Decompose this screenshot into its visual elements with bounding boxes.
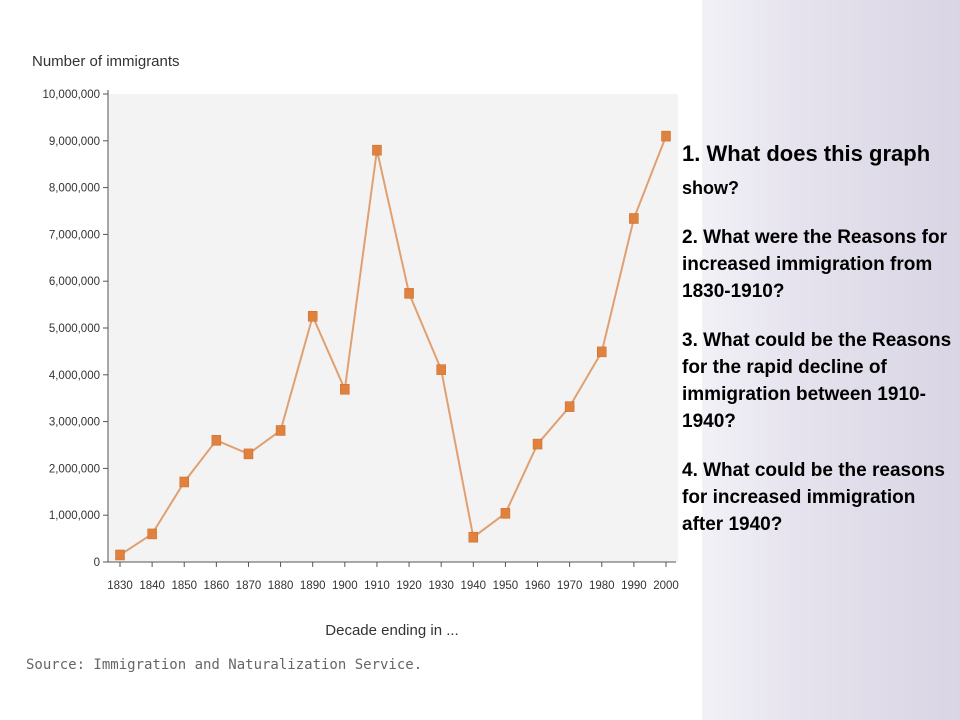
y-tick-label: 0 [94,557,100,569]
data-point [661,130,671,142]
y-tick-label: 10,000,000 [42,89,100,101]
data-point [372,144,382,156]
x-tick-label: 1940 [460,580,486,592]
x-axis-ticks: 1830 1840 1850 1860 1870 1880 1890 1900 1910 1920… [107,562,679,592]
question-4-line-1: 4. What could be the reasons [682,460,945,481]
question-4-line-2: for increased immigration after 1940? [682,487,916,535]
x-tick-label: 1900 [332,580,358,592]
x-axis-title: Decade ending in ... [325,622,458,639]
x-tick-label: 1980 [589,580,615,592]
x-tick-label: 1920 [396,580,422,592]
y-tick-label: 6,000,000 [49,276,100,288]
data-point [340,384,350,395]
y-tick-label: 5,000,000 [49,323,100,335]
y-tick-label: 2,000,000 [49,463,100,475]
series-group [115,130,671,561]
x-tick-label: 1890 [300,580,326,592]
x-tick-label: 1960 [525,580,551,592]
question-1-suffix: show? [682,178,739,198]
immigration-line-chart: 0 1,000,000 2,000,000 3,000,000 4,000,000 5,0… [26,53,679,673]
data-point [211,435,222,446]
y-tick-label: 9,000,000 [49,136,100,148]
question-1: 1. What does this graph show? [682,138,960,204]
x-tick-label: 1830 [107,580,133,592]
data-point [532,438,543,450]
question-1-text: 1. What does this graph [682,141,931,166]
data-point [500,508,511,519]
y-tick-label: 4,000,000 [49,370,100,382]
y-tick-label: 3,000,000 [49,417,100,429]
x-tick-label: 1840 [139,580,165,592]
data-point [243,448,254,460]
y-axis-ticks: 0 1,000,000 2,000,000 3,000,000 4,000,000 5,0… [42,89,108,569]
x-tick-label: 1990 [621,580,647,592]
series-line [119,135,667,556]
data-point [275,425,286,436]
data-point [629,213,639,224]
side-panel-background [702,0,960,720]
data-point [147,528,157,540]
data-point [468,531,479,543]
x-tick-label: 1850 [171,580,197,592]
source-note: Source: Immigration and Naturalization S… [26,657,422,673]
data-point [564,401,575,412]
question-list: 1. What does this graph show? 2. What we… [682,138,960,560]
x-tick-label: 1910 [364,580,390,592]
data-point [179,476,189,488]
data-point [597,346,607,358]
x-tick-label: 1950 [493,580,519,592]
x-tick-label: 1870 [236,580,262,592]
data-point [404,288,414,299]
y-tick-label: 7,000,000 [49,229,100,241]
y-tick-label: 1,000,000 [49,510,100,522]
question-3: 3. What could be the Reasons for the rap… [682,330,952,432]
x-tick-label: 2000 [653,580,679,592]
x-tick-label: 1860 [204,580,230,592]
y-tick-label: 8,000,000 [49,183,100,195]
question-4: 4. What could be the reasons for increas… [682,457,960,538]
question-2: 2. What were the Reasons for increased i… [682,227,948,302]
x-tick-label: 1880 [268,580,294,592]
x-tick-label: 1930 [428,580,454,592]
x-tick-label: 1970 [557,580,583,592]
plot-area [108,94,678,562]
data-point [307,311,318,322]
data-point [436,364,446,375]
data-point [115,549,125,561]
y-axis-title: Number of immigrants [32,53,180,70]
